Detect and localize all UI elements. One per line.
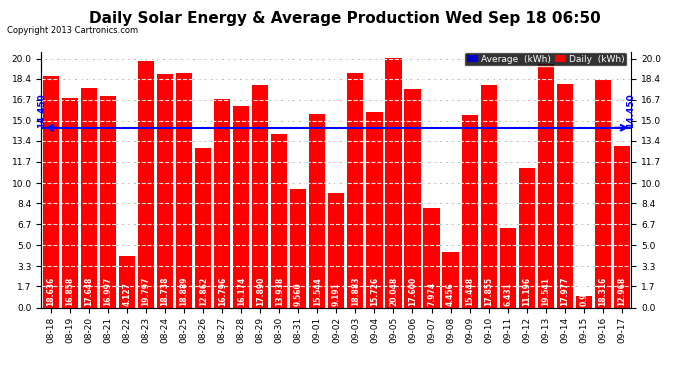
Text: 14.450: 14.450 [627,93,635,128]
Text: 19.797: 19.797 [141,277,150,306]
Text: 18.636: 18.636 [46,277,55,306]
Text: 7.974: 7.974 [427,282,436,306]
Bar [462,116,477,308]
Text: 16.858: 16.858 [66,277,75,306]
Bar [347,73,364,308]
Bar [214,99,230,308]
Text: 17.890: 17.890 [256,277,265,306]
Text: 11.196: 11.196 [522,277,531,306]
Bar [386,58,402,308]
Bar [575,296,592,307]
Bar [366,112,382,308]
Bar [119,256,135,307]
Bar [43,76,59,307]
Bar [519,168,535,308]
Bar [271,134,287,308]
Text: 17.648: 17.648 [84,277,93,306]
Text: 20.048: 20.048 [389,277,398,306]
Bar [538,64,554,308]
Text: 16.174: 16.174 [237,277,246,306]
Bar [252,85,268,308]
Text: 4.456: 4.456 [446,282,455,306]
Text: 18.316: 18.316 [598,277,607,306]
Bar [557,84,573,308]
Text: 17.600: 17.600 [408,277,417,306]
Bar [195,147,211,308]
Bar [500,228,515,308]
Text: 17.977: 17.977 [560,277,569,306]
Text: 15.544: 15.544 [313,278,322,306]
Text: 4.127: 4.127 [123,282,132,306]
Text: 17.855: 17.855 [484,277,493,306]
Bar [138,61,154,308]
Bar [100,96,116,308]
Bar [176,72,193,308]
Bar [424,208,440,308]
Text: 13.938: 13.938 [275,277,284,306]
Text: 9.191: 9.191 [332,282,341,306]
Text: 9.560: 9.560 [294,282,303,306]
Text: 16.997: 16.997 [104,277,112,306]
Bar [290,189,306,308]
Text: 15.726: 15.726 [370,277,379,306]
Bar [480,86,497,308]
Text: 18.738: 18.738 [161,277,170,306]
Text: 12.862: 12.862 [199,277,208,306]
Text: 16.796: 16.796 [217,277,227,306]
Legend: Average  (kWh), Daily  (kWh): Average (kWh), Daily (kWh) [464,52,627,66]
Bar [595,80,611,308]
Text: 12.968: 12.968 [618,277,627,306]
Bar [62,98,78,308]
Text: Copyright 2013 Cartronics.com: Copyright 2013 Cartronics.com [7,26,138,35]
Bar [81,88,97,308]
Bar [404,88,421,308]
Text: 14.450: 14.450 [37,93,46,128]
Bar [157,74,173,307]
Bar [233,106,249,307]
Text: 18.889: 18.889 [179,277,188,306]
Text: 19.541: 19.541 [541,277,550,306]
Text: 6.431: 6.431 [503,282,512,306]
Bar [613,146,630,308]
Text: 0.906: 0.906 [580,282,589,306]
Text: 18.883: 18.883 [351,277,360,306]
Bar [442,252,459,308]
Bar [309,114,326,308]
Text: 15.448: 15.448 [465,277,474,306]
Bar [328,193,344,308]
Text: Daily Solar Energy & Average Production Wed Sep 18 06:50: Daily Solar Energy & Average Production … [89,11,601,26]
